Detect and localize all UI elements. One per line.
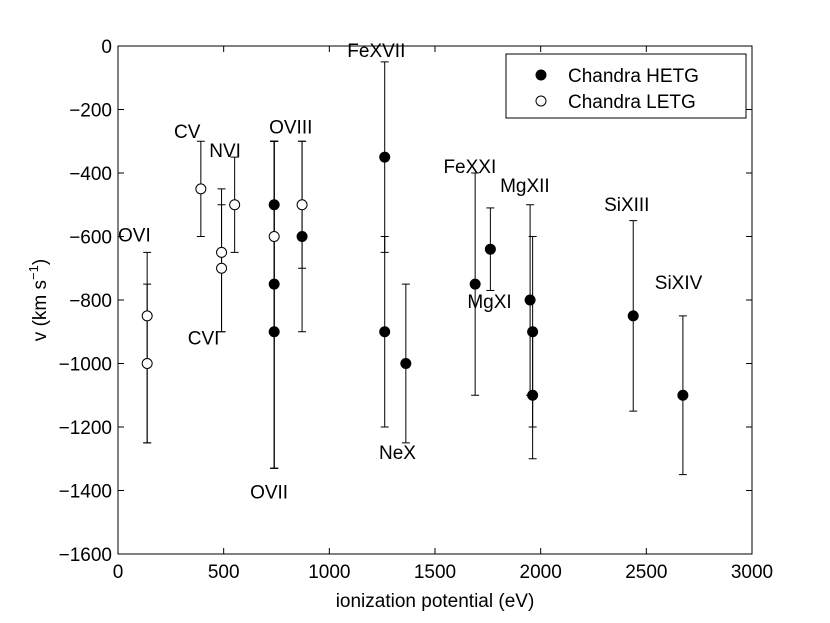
- x-axis: 0 500 1000 1500 2000 2500 3000: [113, 46, 773, 583]
- hetg-point: [268, 278, 280, 290]
- hetg-point: [296, 231, 308, 242]
- y-tick-label: −1600: [59, 545, 112, 566]
- y-axis-title: v (km s−1): [26, 259, 51, 341]
- legend-marker-letg: [535, 95, 547, 107]
- y-tick-label: −1400: [59, 482, 112, 503]
- data-markers: [141, 151, 689, 401]
- legend: Chandra HETG Chandra LETG: [505, 53, 747, 119]
- letg-point: [229, 199, 241, 211]
- legend-marker-hetg: [535, 69, 547, 81]
- y-axis-title-main: v (km s: [30, 280, 51, 341]
- x-tick-label: 0: [113, 562, 124, 583]
- ion-label: NVI: [209, 141, 241, 162]
- y-axis: 0 −200 −400 −600 −800 −1000 −1200 −1400 −1600: [59, 37, 752, 566]
- letg-point: [268, 231, 280, 242]
- hetg-point: [379, 326, 391, 338]
- hetg-point: [268, 326, 280, 338]
- hetg-point: [524, 294, 536, 306]
- x-tick-label: 2000: [520, 562, 562, 583]
- legend-label-hetg: Chandra HETG: [568, 66, 699, 87]
- ion-label: CVI: [188, 328, 220, 349]
- hetg-point: [379, 151, 391, 163]
- x-tick-label: 1500: [414, 562, 456, 583]
- ion-label: FeXVII: [347, 41, 405, 62]
- y-axis-title-close: ): [30, 259, 51, 265]
- letg-point: [296, 199, 308, 211]
- y-tick-label: −600: [69, 228, 112, 249]
- y-tick-label: 0: [101, 37, 112, 58]
- hetg-point: [484, 243, 496, 255]
- hetg-point: [527, 389, 539, 401]
- x-tick-label: 1000: [308, 562, 350, 583]
- hetg-point: [400, 358, 412, 369]
- letg-point: [141, 358, 153, 369]
- ion-label: SiXIV: [655, 273, 703, 294]
- ion-label: OVII: [250, 482, 288, 503]
- letg-point: [195, 183, 207, 195]
- y-tick-label: −400: [69, 164, 112, 185]
- y-tick-label: −1200: [59, 418, 112, 439]
- y-tick-label: −800: [69, 291, 112, 312]
- ion-label: FeXXI: [443, 157, 496, 178]
- ion-label: SiXIII: [604, 195, 649, 216]
- letg-point: [141, 310, 153, 322]
- y-tick-label: −200: [69, 101, 112, 122]
- ion-label: MgXII: [500, 176, 550, 197]
- x-tick-label: 500: [208, 562, 240, 583]
- letg-point: [216, 246, 228, 258]
- ion-label: CV: [174, 122, 201, 143]
- ion-label: OVIII: [269, 117, 312, 138]
- y-tick-label: −1000: [59, 355, 112, 376]
- ion-label: OVI: [118, 225, 151, 246]
- letg-point: [216, 262, 228, 274]
- ion-label: MgXI: [467, 292, 511, 313]
- ion-label: NeX: [379, 443, 416, 464]
- hetg-point: [677, 389, 689, 401]
- y-axis-title-sup: −1: [26, 265, 41, 280]
- hetg-point: [268, 199, 280, 211]
- x-axis-title: ionization potential (eV): [336, 591, 535, 612]
- legend-box: [505, 53, 747, 119]
- hetg-point: [469, 278, 481, 290]
- x-tick-label: 3000: [731, 562, 773, 583]
- x-tick-label: 2500: [625, 562, 667, 583]
- hetg-point: [627, 310, 639, 322]
- hetg-point: [527, 326, 539, 338]
- plot-area: [118, 46, 752, 554]
- legend-label-letg: Chandra LETG: [568, 92, 696, 113]
